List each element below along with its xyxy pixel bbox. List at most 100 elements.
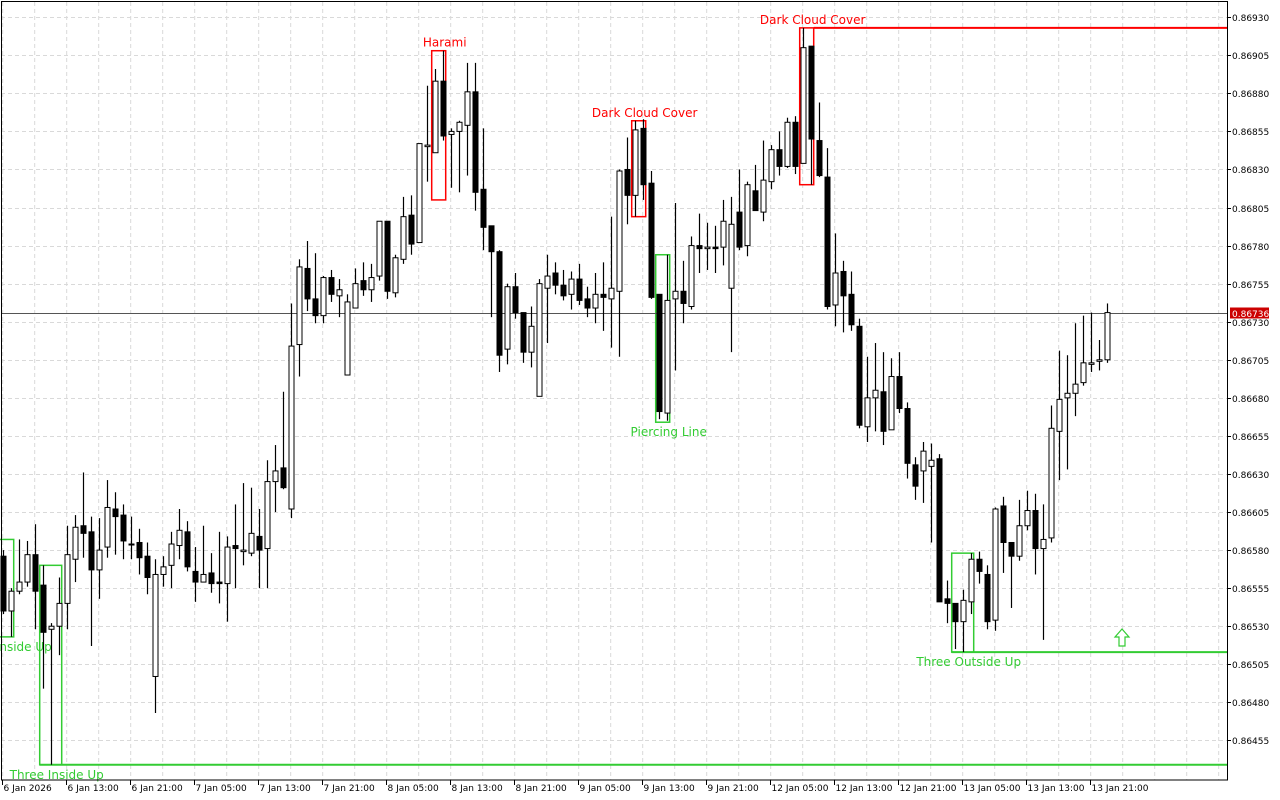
time-tick-label: 12 Jan 21:00	[900, 784, 957, 794]
time-tick-label: 8 Jan 05:00	[388, 784, 440, 794]
candle-body-bearish	[208, 572, 215, 585]
candle	[920, 442, 927, 503]
time-tick-label: 7 Jan 21:00	[324, 784, 376, 794]
pattern-box	[0, 538, 15, 638]
time-axis[interactable]: 6 Jan 2026 6 Jan 13:00 6 Jan 21:00 7 Jan 05…	[2, 780, 1149, 794]
candle	[1008, 541, 1015, 608]
candle-body-bullish	[592, 293, 599, 309]
candle-body-bearish	[576, 278, 583, 301]
candle	[1072, 323, 1079, 417]
price-tick-label: 0.86780	[1232, 243, 1269, 253]
candle-body-bullish	[344, 301, 351, 376]
grid	[1, 2, 1227, 780]
pattern-label: Piercing Line	[631, 425, 707, 439]
candle	[928, 443, 935, 543]
candle	[264, 460, 271, 589]
price-axis[interactable]: 0.86930 0.86905 0.86880 0.86855 0.86830 0.868…	[1227, 14, 1269, 747]
candle-body-bearish	[304, 267, 311, 300]
time-tick-label: 12 Jan 13:00	[836, 784, 893, 794]
time-tick-label: 9 Jan 05:00	[580, 784, 632, 794]
candle	[824, 148, 831, 310]
candle-body-bullish	[968, 558, 975, 603]
candle	[184, 521, 191, 572]
candle	[560, 269, 567, 301]
candle-body-bullish	[1080, 362, 1087, 384]
candle	[424, 85, 431, 182]
candle	[856, 318, 863, 429]
time-tick-label: 13 Jan 05:00	[964, 784, 1021, 794]
candle-body-bullish	[336, 289, 343, 297]
candle-body-bullish	[464, 91, 471, 126]
candle	[608, 216, 615, 348]
candle-body-bearish	[824, 176, 831, 308]
candle-body-bullish	[704, 246, 711, 250]
candle-body-bullish	[536, 283, 543, 397]
candles	[0, 27, 1111, 765]
candle	[112, 492, 119, 555]
price-tick-label: 0.86680	[1232, 395, 1269, 405]
candle-body-bullish	[248, 532, 255, 554]
candle-body-bullish	[728, 223, 735, 289]
candle-body-bearish	[256, 535, 263, 551]
pattern-label: Three Inside Up	[0, 640, 52, 654]
candle	[272, 445, 279, 513]
candle-body-bullish	[616, 170, 623, 292]
candle	[624, 137, 631, 225]
candle-body-bullish	[272, 470, 279, 483]
price-tick-label: 0.86930	[1232, 14, 1269, 24]
candle-body-bearish	[184, 531, 191, 568]
candle-body-bearish	[408, 214, 415, 245]
candle	[880, 352, 887, 446]
candle-body-bullish	[264, 481, 271, 550]
candle-body-bearish	[648, 182, 655, 298]
candle	[464, 62, 471, 176]
candle-body-bullish	[784, 121, 791, 167]
candle-body-bearish	[112, 508, 119, 518]
candle-body-bearish	[496, 251, 503, 356]
candle	[360, 262, 367, 296]
candle-body-bullish	[568, 278, 575, 295]
candle	[448, 128, 455, 188]
candle	[872, 343, 879, 432]
candle-body-bearish	[640, 127, 647, 186]
candle-body-bullish	[720, 220, 727, 248]
candle	[208, 553, 215, 593]
pattern-annotations: Three Inside Up Three Inside Up Harami Dark…	[0, 13, 1227, 782]
candle	[336, 279, 343, 318]
candle	[592, 273, 599, 324]
time-tick-label: 9 Jan 13:00	[644, 784, 696, 794]
candle	[832, 233, 839, 327]
price-tick-label: 0.86705	[1232, 357, 1269, 367]
candle-body-bullish	[688, 245, 695, 308]
candle	[512, 273, 519, 319]
candle-body-bearish	[840, 270, 847, 297]
candle	[960, 589, 967, 653]
candle-body-bearish	[144, 555, 151, 579]
candle-body-bullish	[1104, 312, 1111, 361]
candle	[248, 487, 255, 557]
candle	[648, 170, 655, 299]
candle-body-bearish	[696, 245, 703, 250]
candle	[296, 259, 303, 377]
candle-body-bullish	[48, 625, 55, 630]
candle-body-bearish	[976, 558, 983, 572]
price-tick-label: 0.86730	[1232, 319, 1269, 329]
candle	[784, 117, 791, 168]
candle-body-bearish	[808, 45, 815, 140]
candle-body-bearish	[936, 458, 943, 603]
candle	[952, 602, 959, 650]
candle-body-bullish	[320, 277, 327, 317]
price-tick-label: 0.86755	[1232, 281, 1269, 291]
candle-body-bearish	[912, 464, 919, 487]
time-tick-label: 6 Jan 13:00	[68, 784, 120, 794]
candle-body-bullish	[432, 80, 439, 154]
candle-body-bearish	[1000, 505, 1007, 543]
candle-body-bullish	[920, 450, 927, 472]
candle-body-bullish	[504, 286, 511, 350]
candle-body-bearish	[1032, 510, 1039, 550]
candle	[312, 253, 319, 324]
candle	[320, 276, 327, 324]
candle	[192, 547, 199, 602]
price-tick-label: 0.86580	[1232, 547, 1269, 557]
